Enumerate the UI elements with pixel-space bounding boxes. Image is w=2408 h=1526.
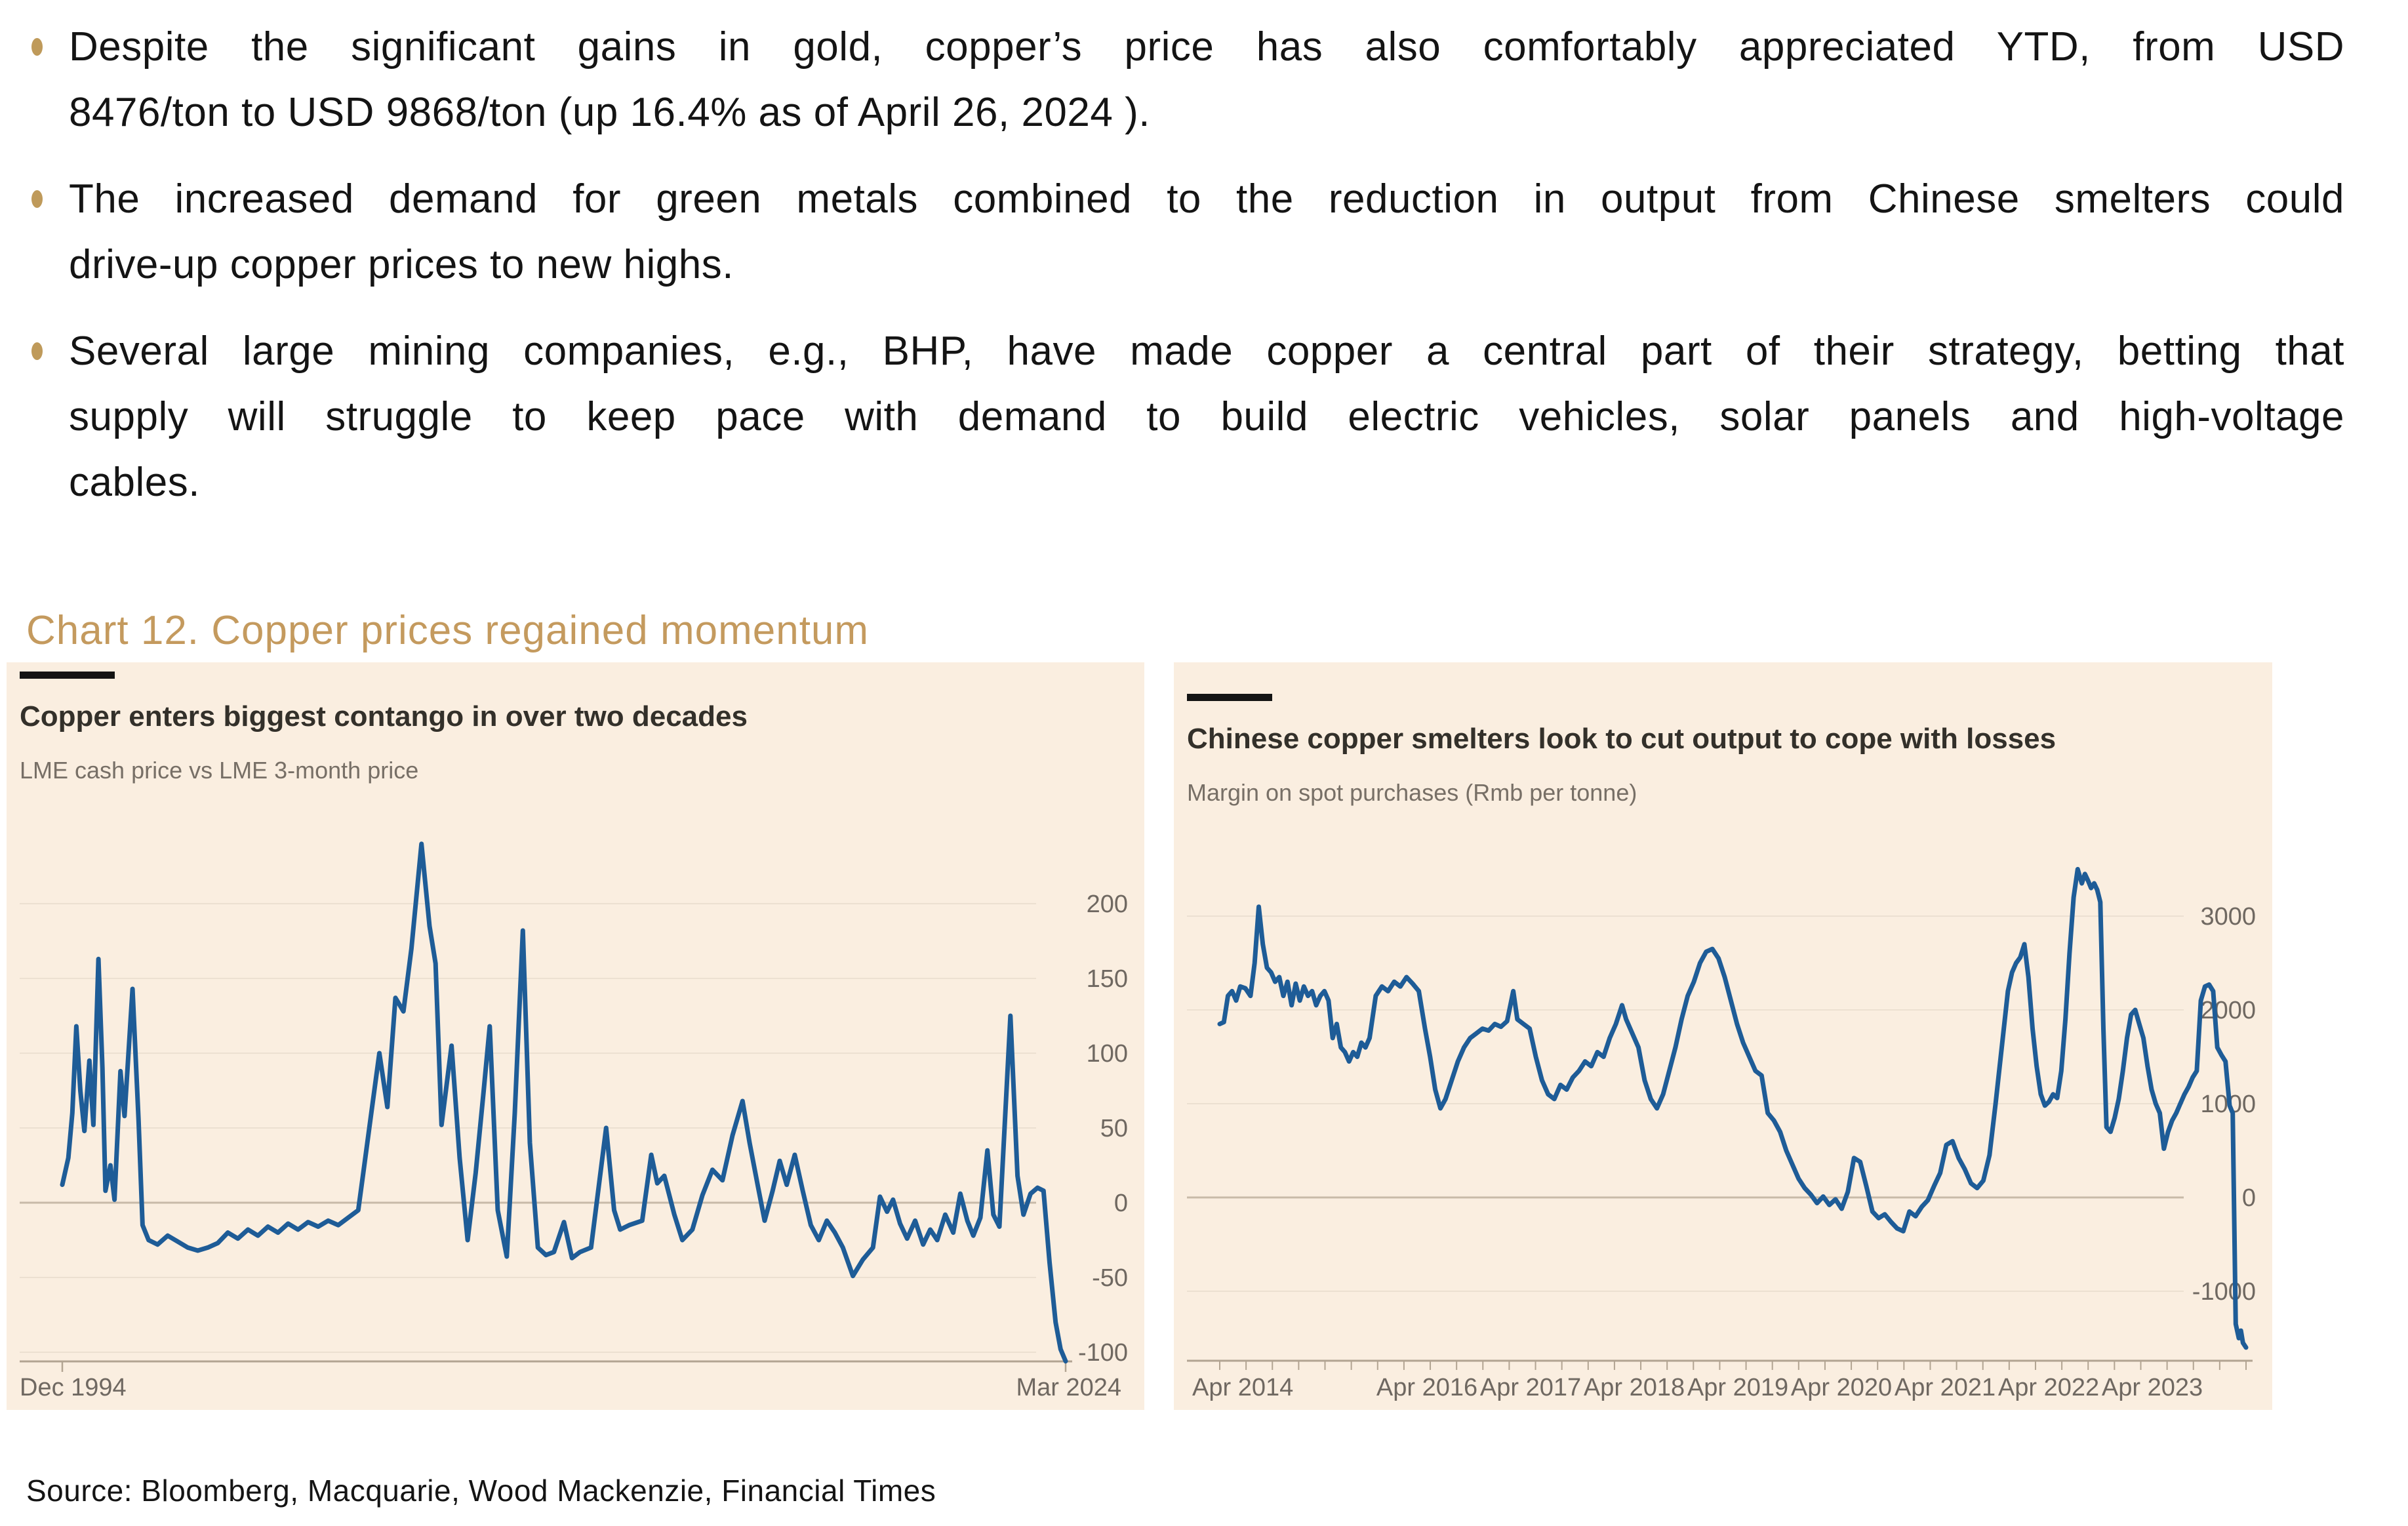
- x-axis-label: Dec 1994: [20, 1374, 127, 1401]
- x-axis-label: Apr 2022: [1998, 1374, 2099, 1401]
- contango-line-chart: 200 150 100 50 0 -50 -100 Dec 1994 Mar 2024: [20, 841, 1128, 1401]
- chart-title: Copper enters biggest contango in over t…: [20, 700, 748, 733]
- y-axis-label: 0: [1114, 1190, 1128, 1217]
- y-axis-label: 2000: [2200, 997, 2256, 1024]
- chart-panel-contango: Copper enters biggest contango in over t…: [7, 662, 1144, 1410]
- x-axis-label: Apr 2019: [1687, 1374, 1788, 1401]
- y-axis-label: 100: [1087, 1040, 1128, 1068]
- y-axis-label: -50: [1092, 1264, 1128, 1292]
- bullet-icon: [31, 190, 43, 208]
- bullet-text-line: Several large mining companies, e.g., BH…: [69, 329, 2344, 374]
- x-axis-label: Apr 2021: [1895, 1374, 1996, 1401]
- chart-panel-smelters: Chinese copper smelters look to cut outp…: [1174, 662, 2272, 1410]
- bullet-list: Despite the significant gains in gold, c…: [26, 14, 2344, 536]
- bullet-text-line: drive-up copper prices to new highs.: [69, 242, 734, 287]
- y-axis-label: 200: [1087, 891, 1128, 918]
- bullet-item: Despite the significant gains in gold, c…: [26, 14, 2344, 146]
- x-axis-label: Mar 2024: [1016, 1374, 1121, 1401]
- x-axis-label: Apr 2016: [1376, 1374, 1477, 1401]
- bullet-item: The increased demand for green metals co…: [26, 167, 2344, 298]
- bullet-text-line: Despite the significant gains in gold, c…: [69, 24, 2344, 70]
- x-axis-label: Apr 2020: [1791, 1374, 1892, 1401]
- y-axis-label: 0: [2242, 1184, 2256, 1212]
- chart-subtitle: LME cash price vs LME 3-month price: [20, 757, 419, 784]
- bullet-text-line: cables.: [69, 460, 200, 505]
- x-axis-label: Apr 2017: [1480, 1374, 1581, 1401]
- bullet-text-line: The increased demand for green metals co…: [69, 176, 2344, 222]
- x-axis-label: Apr 2023: [2102, 1374, 2203, 1401]
- source-line: Source: Bloomberg, Macquarie, Wood Macke…: [26, 1474, 936, 1508]
- ft-style-bar-icon: [20, 672, 115, 679]
- series-line: [60, 841, 1068, 1364]
- bullet-text-line: supply will struggle to keep pace with d…: [69, 394, 2344, 439]
- series-line: [1217, 867, 2249, 1350]
- x-axis-label: Apr 2018: [1584, 1374, 1685, 1401]
- x-axis-label: Apr 2014: [1192, 1374, 1293, 1401]
- y-axis-label: -1000: [2192, 1278, 2256, 1306]
- chart-title: Chinese copper smelters look to cut outp…: [1187, 723, 2057, 755]
- y-axis-label: -100: [1078, 1339, 1128, 1367]
- y-axis-label: 150: [1087, 965, 1128, 993]
- bullet-icon: [31, 38, 43, 56]
- bullet-icon: [31, 342, 43, 360]
- bullet-text-line: 8476/ton to USD 9868/ton (up 16.4% as of…: [69, 90, 1150, 135]
- ft-style-bar-icon: [1187, 694, 1272, 701]
- y-axis-label: 50: [1100, 1115, 1128, 1142]
- chart-heading: Chart 12. Copper prices regained momentu…: [26, 608, 870, 653]
- bullet-item: Several large mining companies, e.g., BH…: [26, 319, 2344, 515]
- y-axis-label: 3000: [2200, 903, 2256, 931]
- chart-subtitle: Margin on spot purchases (Rmb per tonne): [1187, 779, 1637, 806]
